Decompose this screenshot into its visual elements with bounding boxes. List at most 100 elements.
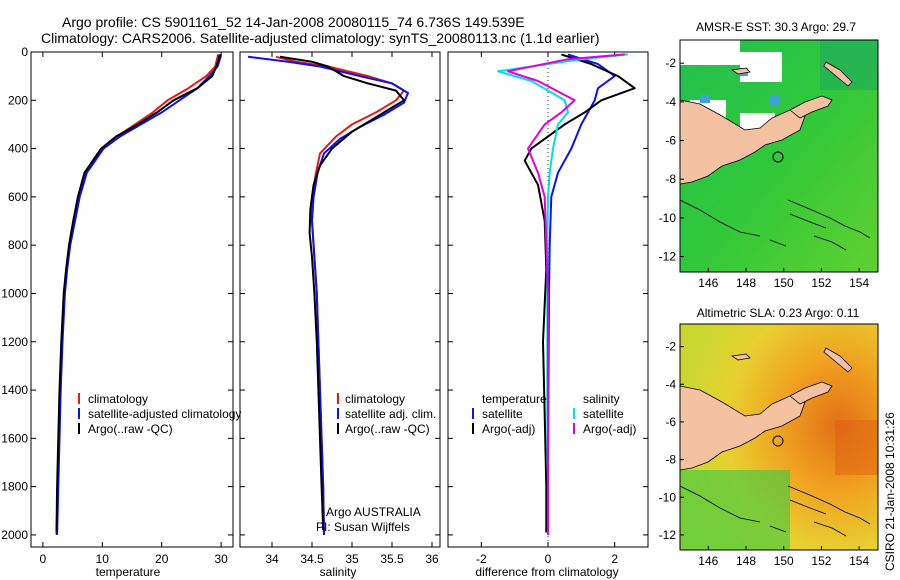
map-y-tick-label: -8	[665, 172, 676, 186]
x-tick-label: -2	[476, 552, 487, 566]
sst-argo-position-marker	[772, 151, 784, 163]
y-tick-label: 1400	[1, 383, 28, 397]
salinity-panel-frame	[239, 51, 441, 548]
map-x-tick-label: 152	[811, 276, 831, 290]
sla-islands	[680, 485, 871, 537]
temperature-chart: 0 10 20 30 0 200 400 600 800 1000 1200 1400 1600 1800…	[1, 45, 233, 566]
series-line-satellite-adjusted-climatology	[56, 54, 223, 535]
sla-argo-position-marker	[772, 435, 784, 447]
map-x-tick-label: 146	[698, 554, 718, 568]
difference-legend-salinity: salinity satellite Argo(-adj)	[573, 392, 636, 436]
series-line-temperature-argo-adj	[523, 53, 636, 533]
sla-map-title: Altimetric SLA: 0.23 Argo: 0.11	[697, 306, 860, 320]
sla-low-region	[680, 470, 790, 550]
x-tick-label: 35.5	[380, 552, 404, 566]
map-x-tick-label: 150	[774, 276, 794, 290]
sla-high-region	[835, 420, 878, 475]
y-tick-label: 800	[8, 238, 28, 252]
salinity-legend: climatology satellite adj. clim. Argo(..…	[337, 392, 436, 436]
map-y-tick-label: -8	[665, 453, 676, 467]
map-y-tick-label: -2	[665, 340, 676, 354]
map-y-tick-label: -4	[665, 377, 676, 391]
y-tick-label: 0	[21, 45, 28, 59]
y-tick-label: 1600	[1, 431, 28, 445]
legend-label-argo-temp: Argo(-adj)	[482, 422, 535, 436]
map-x-tick-label: 146	[698, 276, 718, 290]
map-y-tick-label: -2	[665, 56, 676, 70]
sst-land-new-guinea	[680, 99, 806, 185]
sla-map-axes: 146 148 150 152 154 -2 -4 -6 -8 -10 -12	[659, 340, 870, 568]
credit-text: CSIRO 21-Jan-2008 10:31:26	[883, 412, 897, 571]
map-y-tick-label: -6	[665, 415, 676, 429]
temperature-x-label: temperature	[96, 565, 161, 579]
y-tick-label: 1000	[1, 286, 28, 300]
sst-map-axes: 146 148 150 152 154 -2 -4 -6 -8 -10 -12	[659, 56, 870, 290]
series-line-argo-raw-qc	[279, 55, 405, 531]
legend-label-satellite-sal: satellite	[583, 407, 624, 421]
series-line-satellite-adj-clim	[247, 55, 409, 535]
x-tick-label: 34	[265, 552, 279, 566]
map-x-tick-label: 148	[736, 276, 756, 290]
legend-label-satellite-adjusted: satellite-adjusted climatology	[88, 407, 241, 421]
map-x-tick-label: 150	[774, 554, 794, 568]
map-y-tick-label: -12	[659, 250, 677, 264]
temperature-legend: climatology satellite-adjusted climatolo…	[78, 392, 241, 436]
map-y-tick-label: -6	[665, 134, 676, 148]
sla-land-manus	[730, 353, 751, 361]
map-y-tick-label: -10	[659, 211, 677, 225]
legend-label-argo: Argo(..raw -QC)	[88, 422, 173, 436]
sst-map-title: AMSR-E SST: 30.3 Argo: 29.7	[696, 20, 856, 34]
y-tick-label: 1800	[1, 480, 28, 494]
x-tick-label: 35	[345, 552, 359, 566]
sla-land-new-ireland	[823, 347, 853, 373]
y-tick-label: 200	[8, 93, 28, 107]
y-tick-label: 2000	[1, 528, 28, 542]
salinity-annotation-line-2: PI: Susan Wijffels	[316, 520, 410, 534]
temperature-panel-frame	[30, 51, 234, 548]
difference-chart: -2 0 2	[448, 51, 648, 566]
x-tick-label: 30	[214, 552, 228, 566]
difference-x-label: difference from climatology	[475, 565, 618, 579]
legend-label-satellite-temp: satellite	[482, 407, 523, 421]
salinity-chart: 34 34.5 35 35.5 36	[240, 51, 440, 566]
legend-label-climatology: climatology	[88, 392, 148, 406]
x-tick-label: 20	[155, 552, 169, 566]
sst-land-new-ireland	[823, 61, 853, 87]
sst-islands	[680, 199, 871, 251]
header-line-1: Argo profile: CS 5901161_52 14-Jan-2008 …	[62, 14, 525, 30]
x-tick-label: 10	[96, 552, 110, 566]
sla-land-new-guinea	[680, 385, 806, 471]
header-line-2: Climatology: CARS2006. Satellite-adjuste…	[41, 30, 599, 46]
sst-cloud-mask	[680, 40, 740, 65]
series-line-argo-raw-qc	[55, 54, 221, 533]
map-x-tick-label: 148	[736, 554, 756, 568]
difference-legend-temperature: temperature satellite Argo(-adj)	[472, 392, 547, 436]
sla-map	[680, 324, 878, 550]
map-y-tick-label: -4	[665, 95, 676, 109]
salinity-x-label: salinity	[320, 565, 357, 579]
sla-map-frame	[679, 323, 879, 551]
sst-land-new-britain	[789, 95, 833, 119]
legend-label-satellite-adj: satellite adj. clim.	[345, 407, 436, 421]
map-y-tick-label: -10	[659, 490, 677, 504]
series-line-salinity-argo-adj	[507, 53, 625, 535]
legend-label-climatology: climatology	[345, 392, 405, 406]
y-tick-label: 400	[8, 142, 28, 156]
x-tick-label: 0	[40, 552, 47, 566]
sst-cloud-mask	[740, 52, 782, 82]
map-x-tick-label: 154	[849, 276, 869, 290]
x-tick-label: 2	[611, 552, 618, 566]
sla-land-new-britain	[789, 381, 833, 405]
sst-cool-patch	[700, 95, 710, 103]
sst-map-frame	[679, 39, 879, 273]
series-line-climatology	[275, 55, 405, 535]
y-tick-label: 600	[8, 190, 28, 204]
legend-label-argo-sal: Argo(-adj)	[583, 422, 636, 436]
x-tick-label: 0	[545, 552, 552, 566]
sst-cool-patch	[770, 95, 780, 105]
map-x-tick-label: 154	[849, 554, 869, 568]
sst-land-manus	[730, 67, 751, 75]
legend-heading-salinity: salinity	[583, 392, 620, 406]
y-tick-label: 1200	[1, 335, 28, 349]
